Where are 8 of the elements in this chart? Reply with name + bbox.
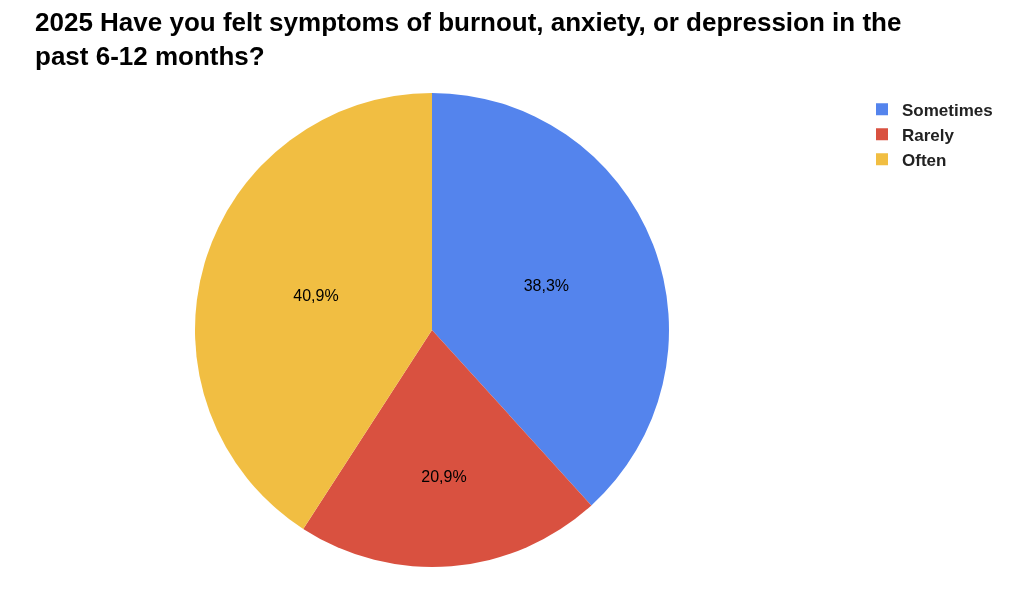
legend-label: Sometimes (902, 100, 993, 120)
legend-label: Rarely (902, 125, 955, 145)
chart-title: 2025 Have you felt symptoms of burnout, anxiety, or depression in the past 6-12 months? (35, 7, 902, 71)
pie-slice (303, 330, 592, 567)
data-label: 40,9% (293, 287, 339, 305)
legend-label: Often (902, 150, 947, 170)
data-label: 20,9% (421, 468, 467, 486)
data-label: 38,3% (523, 277, 570, 295)
